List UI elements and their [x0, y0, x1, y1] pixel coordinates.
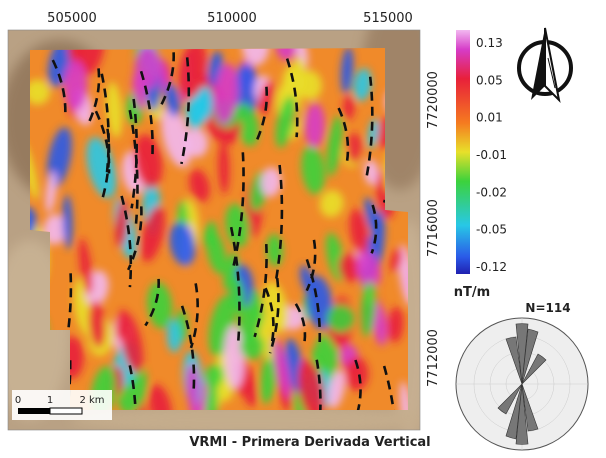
colorbar-unit: nT/m — [454, 285, 490, 300]
colorbar — [456, 30, 470, 274]
y-tick-label: 7712000 — [426, 329, 441, 387]
colorbar-label: -0.01 — [476, 148, 507, 162]
colorbar-label: -0.02 — [476, 185, 507, 199]
colorbar-label: 0.05 — [476, 73, 503, 87]
rose-label: N=114 — [525, 301, 570, 315]
x-tick-label: 510000 — [207, 11, 257, 26]
colorbar-label: -0.12 — [476, 260, 507, 274]
colorbar-label: 0.13 — [476, 36, 503, 50]
anomaly-map — [13, 16, 429, 454]
north-arrow — [519, 28, 571, 100]
scale-bar: 0 1 2 km — [12, 390, 112, 420]
rose-diagram — [456, 318, 588, 450]
y-tick-label: 7716000 — [426, 199, 441, 257]
scale-label: 1 — [47, 395, 53, 406]
x-tick-label: 515000 — [363, 11, 413, 26]
y-tick-label: 7720000 — [426, 71, 441, 129]
scale-label: 0 — [15, 395, 21, 406]
page: 505000 510000 515000 7720000 7716000 771… — [0, 0, 606, 454]
colorbar-label: -0.05 — [476, 223, 507, 237]
map-title: VRMI - Primera Derivada Vertical — [189, 435, 430, 450]
anomaly-blob — [63, 60, 87, 111]
x-tick-label: 505000 — [47, 11, 97, 26]
colorbar-label: 0.01 — [476, 111, 503, 125]
scale-label: 2 km — [79, 395, 104, 406]
